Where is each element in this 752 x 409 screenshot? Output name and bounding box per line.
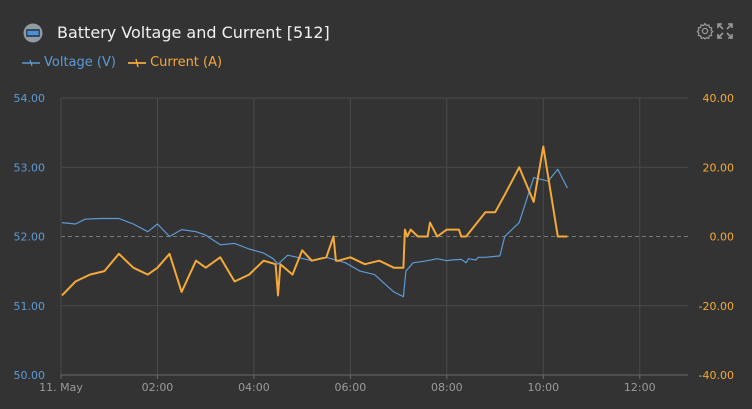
x-tick-label: 08:00: [431, 381, 463, 394]
expand-icon[interactable]: [716, 22, 734, 40]
current-series-line: [61, 145, 568, 297]
battery-monitor-icon: [23, 23, 43, 43]
y-right-tick-label: -40.00: [699, 369, 734, 382]
legend-current-label: Current (A): [150, 55, 223, 70]
chart-plot-area: 11. May 02:00 04:00 06:00 08:00 10:00 12:00 50.…: [14, 92, 735, 394]
legend-item-voltage[interactable]: Voltage (V): [22, 54, 116, 72]
x-tick-label: 06:00: [335, 381, 367, 394]
x-tick-label: 10:00: [527, 381, 559, 394]
gear-icon[interactable]: [696, 22, 714, 40]
voltage-series-line: [61, 168, 568, 298]
x-tick-label: 04:00: [238, 381, 270, 394]
panel-header: Battery Voltage and Current [512]: [0, 0, 752, 54]
y-left-tick-label: 51.00: [14, 300, 46, 313]
y-left-tick-label: 52.00: [14, 231, 46, 244]
legend-current-line-icon: [128, 58, 147, 68]
x-tick-label: 02:00: [142, 381, 174, 394]
y-right-tick-label: 0.00: [710, 231, 735, 244]
y-right-tick-label: 20.00: [703, 161, 735, 174]
chart-title: Battery Voltage and Current [512]: [57, 23, 330, 42]
y-right-tick-label: 40.00: [703, 92, 735, 105]
x-tick-label: 12:00: [624, 381, 656, 394]
y-left-tick-label: 53.00: [14, 161, 46, 174]
y-left-tick-label: 54.00: [14, 92, 46, 105]
y-right-tick-label: -20.00: [699, 300, 734, 313]
x-tick-label: 11. May: [39, 381, 83, 394]
legend-item-current[interactable]: Current (A): [128, 54, 222, 72]
legend-voltage-line-icon: [22, 59, 40, 67]
legend-voltage-label: Voltage (V): [44, 55, 116, 70]
y-left-tick-label: 50.00: [14, 369, 46, 382]
chart-legend: Voltage (V) Current (A): [22, 54, 230, 72]
